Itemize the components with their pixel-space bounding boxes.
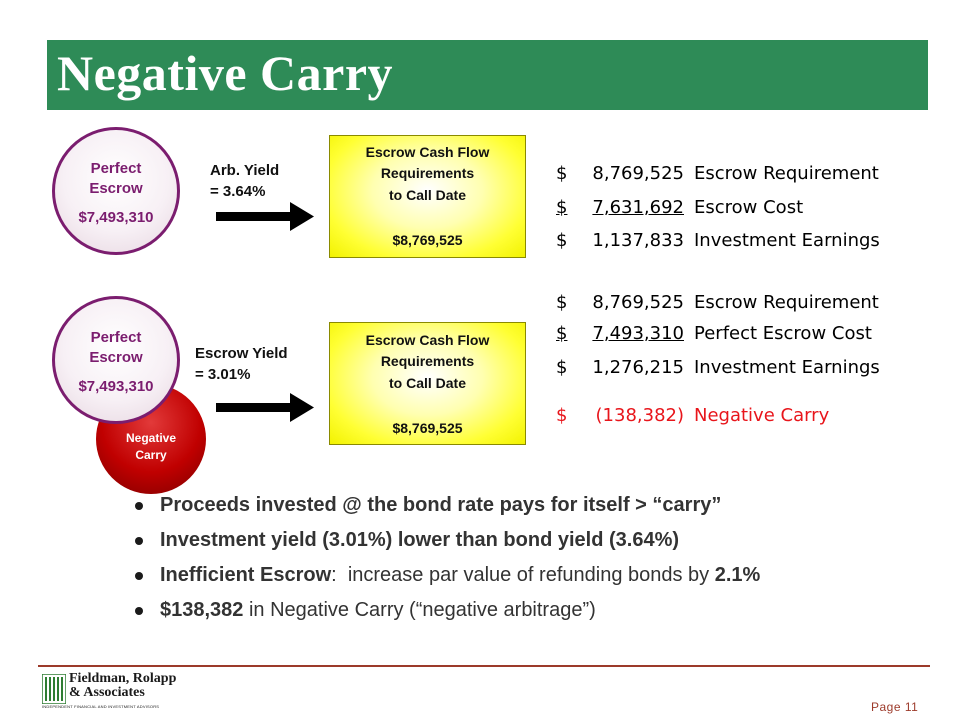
box-line1: Escrow Cash Flow <box>365 144 490 160</box>
box-line3: to Call Date <box>388 187 466 203</box>
yield-label-line1: Arb. Yield <box>210 162 280 179</box>
badge-line2: Carry <box>135 448 167 462</box>
dollar-sign: $ <box>556 197 568 218</box>
dollar-sign: $ <box>556 357 568 378</box>
row-value: 7,631,692 <box>592 197 684 218</box>
badge-line1: Negative <box>125 431 177 445</box>
row-label: Investment Earnings <box>694 230 880 251</box>
logo-wordmark: Fieldman, Rolapp & Associates <box>69 672 176 700</box>
bullet-bold-text: $138,382 <box>160 599 244 621</box>
bullet-bold-text: Investment yield (3.01%) lower than bond… <box>160 529 680 551</box>
box-line2: Requirements <box>380 353 475 369</box>
escrow-cash-flow-box: Escrow Cash Flow Requirements to Call Da… <box>329 322 526 445</box>
bullet-dot-icon <box>135 572 143 580</box>
row-value: 7,493,310 <box>592 323 684 344</box>
box-line2: Requirements <box>380 165 475 181</box>
arb-yield-label: Arb. Yield = 3.64% <box>210 160 279 202</box>
slide-title: Negative Carry <box>57 45 394 101</box>
logo-line1: Fieldman, Rolapp <box>69 671 177 686</box>
circle-amount: $7,493,310 <box>78 378 154 395</box>
circle-label-line2: Escrow <box>89 349 143 366</box>
dollar-sign: $ <box>556 323 568 344</box>
footer-divider <box>38 665 930 667</box>
bullet-dot-icon <box>135 537 143 545</box>
dollar-sign: $ <box>556 230 568 251</box>
bullet-bold-text: Inefficient Escrow <box>160 564 332 586</box>
bullet-bold-value: 2.1% <box>714 564 761 586</box>
escrow-yield-label: Escrow Yield = 3.01% <box>195 343 288 385</box>
box-amount: $8,769,525 <box>392 420 463 436</box>
row-label: Investment Earnings <box>694 357 880 378</box>
circle-label-line1: Perfect <box>90 329 142 346</box>
page-number: Page 11 <box>871 700 919 714</box>
bullet-bold-text: Proceeds invested @ the bond rate pays f… <box>160 494 722 516</box>
row-value: 8,769,525 <box>592 163 684 184</box>
logo-emblem-icon <box>42 674 66 704</box>
circle-label-line2: Escrow <box>89 180 143 197</box>
row-label: Perfect Escrow Cost <box>694 323 872 344</box>
box-amount: $8,769,525 <box>392 232 463 248</box>
logo-line2: & Associates <box>69 685 145 700</box>
row-value: 8,769,525 <box>592 292 684 313</box>
row-value: 1,137,833 <box>592 230 684 251</box>
yield-label-line1: Escrow Yield <box>195 345 288 362</box>
right-arrow-icon <box>216 202 314 231</box>
perfect-escrow-circle: Perfect Escrow $7,493,310 <box>52 296 180 424</box>
row-label: Escrow Requirement <box>694 163 879 184</box>
box-line1: Escrow Cash Flow <box>365 332 490 348</box>
circle-label-line1: Perfect <box>90 160 142 177</box>
dollar-sign: $ <box>556 163 568 184</box>
escrow-cash-flow-box: Escrow Cash Flow Requirements to Call Da… <box>329 135 526 258</box>
bullet-dot-icon <box>135 607 143 615</box>
bullet-text: : increase par value of refunding bonds … <box>331 564 715 586</box>
circle-amount: $7,493,310 <box>78 209 154 226</box>
title-bar: Negative Carry <box>47 40 928 110</box>
dollar-sign: $ <box>556 292 568 313</box>
perfect-escrow-circle: Perfect Escrow $7,493,310 <box>52 127 180 255</box>
box-line3: to Call Date <box>388 375 466 391</box>
row-label: Negative Carry <box>694 405 830 426</box>
yield-label-line2: = 3.01% <box>195 366 251 383</box>
company-logo: Fieldman, Rolapp & Associates INDEPENDEN… <box>42 672 202 714</box>
row-value: (138,382) <box>595 405 684 426</box>
row-label: Escrow Requirement <box>694 292 879 313</box>
logo-tagline: INDEPENDENT FINANCIAL AND INVESTMENT ADV… <box>42 704 160 709</box>
dollar-sign: $ <box>556 405 568 426</box>
right-arrow-icon <box>216 393 314 422</box>
bullet-text: in Negative Carry (“negative arbitrage”) <box>243 599 596 621</box>
bullet-dot-icon <box>135 502 143 510</box>
row-label: Escrow Cost <box>694 197 804 218</box>
row-value: 1,276,215 <box>592 357 684 378</box>
yield-label-line2: = 3.64% <box>210 183 266 200</box>
